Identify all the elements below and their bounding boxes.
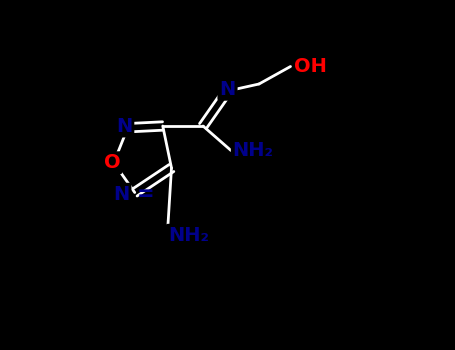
Text: OH: OH: [294, 57, 327, 76]
Text: NH₂: NH₂: [233, 141, 274, 160]
Text: N: N: [219, 80, 236, 99]
Text: =: =: [136, 184, 154, 204]
Text: NH₂: NH₂: [168, 226, 209, 245]
Text: N: N: [113, 185, 130, 204]
Text: O: O: [104, 153, 120, 172]
Text: N: N: [116, 117, 132, 135]
